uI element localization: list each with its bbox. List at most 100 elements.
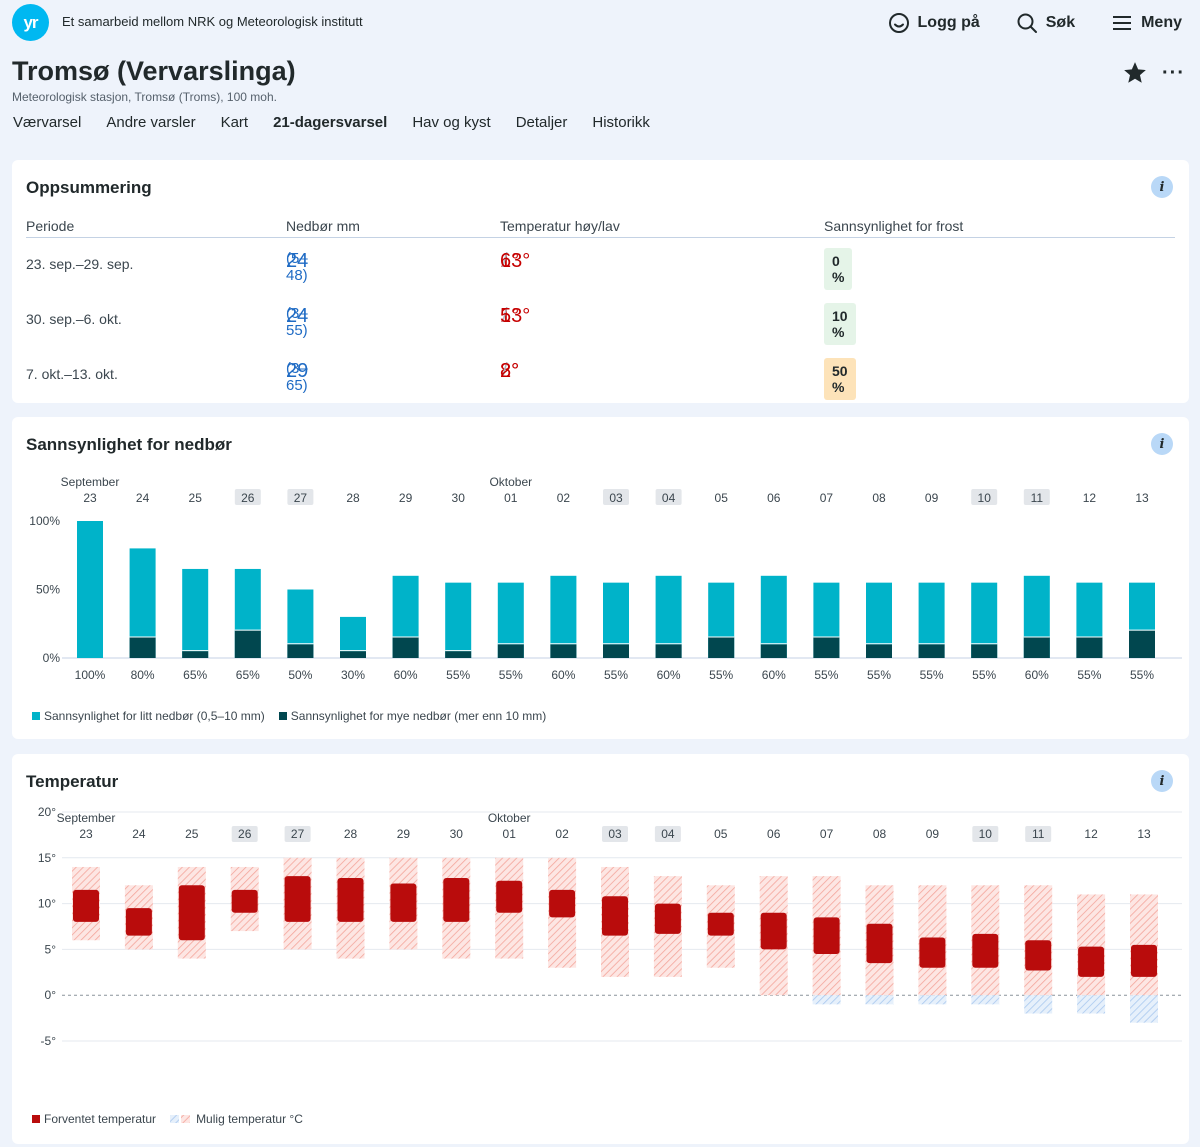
info-icon[interactable]: i [1151, 176, 1173, 198]
y-tick-label: 20° [38, 805, 56, 819]
day-label: 02 [555, 827, 569, 841]
day-label: 04 [662, 491, 676, 505]
possible-temp-bar-cold [1130, 995, 1158, 1023]
bar-value-label: 65% [183, 668, 207, 682]
bar-value-label: 60% [657, 668, 681, 682]
day-label: 09 [925, 491, 939, 505]
day-label: 23 [83, 491, 97, 505]
period-text: 30. sep.–6. okt. [26, 311, 122, 327]
tab-21-dagersvarsel[interactable]: 21-dagersvarsel [273, 114, 388, 131]
legend-heavy: Sannsynlighet for mye nedbør (mer enn 10… [278, 709, 546, 723]
weekend-marker [234, 489, 261, 505]
day-label: 13 [1137, 827, 1151, 841]
bar-value-label: 60% [394, 668, 418, 682]
page-title: Tromsø (Vervarslinga) [12, 56, 296, 86]
expected-temp-bar [231, 889, 258, 913]
period-text: 23. sep.–29. sep. [26, 256, 134, 272]
bar-heavy [497, 644, 524, 658]
menu-icon [1113, 16, 1132, 30]
more-options-icon[interactable]: ··· [1162, 62, 1185, 84]
info-icon[interactable]: i [1151, 770, 1173, 792]
weekend-marker [603, 489, 629, 505]
y-tick-label: 0% [43, 651, 61, 665]
smiley-icon [888, 13, 909, 33]
day-label: 08 [873, 827, 887, 841]
bar-value-label: 80% [131, 668, 155, 682]
day-label: 11 [1032, 827, 1045, 841]
day-label: 23 [79, 827, 93, 841]
day-label: 29 [399, 491, 413, 505]
top-bar: yr Et samarbeid mellom NRK og Meteorolog… [0, 0, 1200, 46]
bar-value-label: 55% [920, 668, 944, 682]
day-label: 03 [609, 491, 623, 505]
precip-legend: Sannsynlighet for litt nedbør (0,5–10 mm… [32, 709, 546, 723]
y-tick-label: -5° [41, 1034, 57, 1048]
yr-logo[interactable]: yr [12, 4, 49, 41]
day-label: 25 [189, 491, 203, 505]
bar-heavy [550, 644, 577, 658]
possible-temp-bar-cold [971, 995, 1000, 1005]
weekend-marker [972, 826, 999, 842]
tab-andre-varsler[interactable]: Andre varsler [106, 114, 196, 131]
possible-temp-bar-cold [865, 995, 894, 1005]
bar-heavy [445, 651, 472, 658]
expected-temp-bar [972, 933, 999, 968]
bar-heavy [234, 630, 261, 658]
month-label: September [61, 475, 120, 489]
day-label: 08 [872, 491, 886, 505]
day-label: 01 [503, 827, 517, 841]
summary-header: Periode Nedbør mm Temperatur høy/lav San… [26, 218, 1175, 238]
y-tick-label: 50% [36, 583, 60, 597]
weekend-marker [1023, 489, 1050, 505]
tab-vaervarsel[interactable]: Værvarsel [13, 114, 82, 131]
expected-temp-bar [760, 912, 787, 950]
day-label: 01 [504, 491, 518, 505]
bar-value-label: 65% [236, 668, 260, 682]
possible-temp-bar-cold [1024, 995, 1053, 1014]
precip-card: Sannsynlighet for nedbør i September Okto… [12, 417, 1189, 739]
bar-light [445, 582, 472, 658]
bar-value-label: 60% [762, 668, 786, 682]
expected-temp-bar [390, 883, 417, 922]
expected-temp-bar [549, 889, 576, 918]
tab-detaljer[interactable]: Detaljer [515, 114, 568, 131]
bar-heavy [918, 644, 945, 658]
bar-value-label: 30% [341, 668, 365, 682]
y-tick-label: 10° [38, 897, 56, 911]
day-label: 28 [346, 491, 360, 505]
favorite-star-icon[interactable] [1122, 60, 1148, 86]
weekend-marker [287, 489, 314, 505]
expected-temp-bar [1131, 944, 1157, 977]
bar-value-label: 50% [288, 668, 312, 682]
bar-value-label: 55% [972, 668, 996, 682]
bar-heavy [866, 644, 892, 658]
y-tick-label: 5° [45, 942, 57, 956]
search-button[interactable]: Søk [1016, 8, 1075, 38]
col-period: Periode [26, 218, 75, 234]
info-icon[interactable]: i [1151, 433, 1173, 455]
search-label: Søk [1045, 14, 1076, 31]
day-label: 04 [661, 827, 675, 841]
y-tick-label: 100% [29, 514, 60, 528]
menu-button[interactable]: Meny [1111, 8, 1182, 38]
bar-value-label: 60% [1025, 668, 1049, 682]
login-button[interactable]: Logg på [888, 8, 980, 38]
expected-temp-bar [707, 912, 734, 936]
bar-heavy [813, 637, 840, 658]
expected-temp-bar [919, 937, 946, 968]
tab-kart[interactable]: Kart [220, 114, 249, 131]
bar-value-label: 55% [1077, 668, 1101, 682]
month-label: Oktober [489, 475, 532, 489]
day-label: 12 [1083, 491, 1097, 505]
bar-heavy [1023, 637, 1050, 658]
y-tick-label: 0° [45, 988, 57, 1002]
expected-temp-bar [813, 917, 840, 954]
bar-heavy [182, 651, 209, 658]
bar-heavy [1129, 630, 1155, 658]
day-label: 11 [1031, 491, 1044, 505]
day-label: 26 [241, 491, 255, 505]
day-label: 06 [767, 827, 781, 841]
bar-value-label: 55% [709, 668, 733, 682]
tab-historikk[interactable]: Historikk [592, 114, 650, 131]
tab-hav-og-kyst[interactable]: Hav og kyst [412, 114, 491, 131]
